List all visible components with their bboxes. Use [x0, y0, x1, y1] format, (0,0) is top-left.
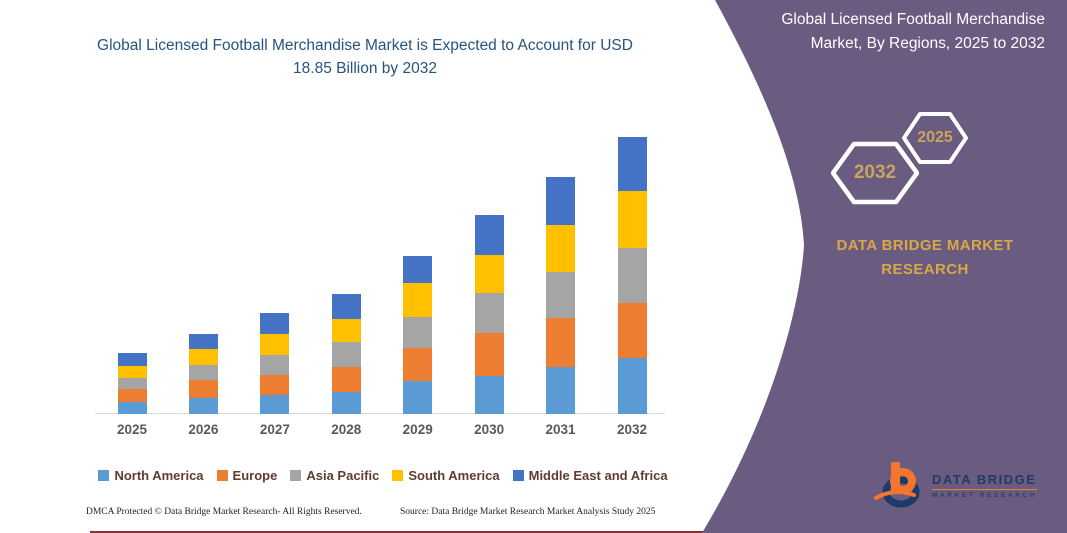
- bar-segment-south-america-2027: [260, 334, 290, 356]
- bar-segment-middle-east-and-africa-2031: [546, 176, 576, 225]
- x-axis-label-2028: 2028: [331, 422, 362, 437]
- bar-segment-south-america-2030: [474, 255, 504, 294]
- legend-item-europe: Europe: [216, 468, 278, 483]
- x-axis-label-2027: 2027: [259, 422, 290, 437]
- x-axis-label-2031: 2031: [545, 422, 576, 437]
- bar-segment-south-america-2025: [117, 365, 147, 379]
- logo-text-primary: DATA BRIDGE: [932, 472, 1038, 490]
- bar-segment-north-america-2027: [260, 395, 290, 414]
- bar-segment-asia-pacific-2025: [117, 378, 147, 390]
- bar-segment-asia-pacific-2031: [546, 271, 576, 319]
- legend-swatch: [392, 470, 404, 481]
- legend-swatch: [216, 470, 228, 481]
- bar-segment-north-america-2026: [188, 398, 218, 414]
- bar-segment-north-america-2032: [617, 358, 647, 414]
- bottom-divider: [90, 531, 708, 533]
- bar-segment-asia-pacific-2032: [617, 247, 647, 303]
- bar-segment-europe-2025: [117, 389, 147, 403]
- bar-segment-middle-east-and-africa-2026: [188, 334, 218, 350]
- logo-text-secondary: MARKET RESEARCH: [932, 491, 1038, 499]
- legend-item-south-america: South America: [392, 468, 500, 483]
- x-axis-label-2025: 2025: [116, 422, 148, 437]
- chart-legend: North America Europe Asia Pacific South Ame…: [85, 468, 681, 483]
- brand-name: DATA BRIDGE MARKET RESEARCH: [836, 237, 1014, 278]
- bar-segment-south-america-2026: [188, 349, 218, 366]
- bar-segment-middle-east-and-africa-2029: [403, 255, 433, 284]
- legend-item-asia-pacific: Asia Pacific: [290, 468, 379, 483]
- dbmr-logo-icon: [874, 462, 920, 508]
- stacked-bar-chart: 2025 2026 2027 2028 2029 2030 2031 2032: [95, 130, 665, 437]
- bar-segment-asia-pacific-2028: [331, 341, 361, 367]
- bar-segment-south-america-2028: [331, 319, 361, 342]
- bar-segment-middle-east-and-africa-2032: [617, 137, 647, 191]
- legend-swatch: [290, 470, 302, 481]
- bar-segment-middle-east-and-africa-2028: [331, 294, 361, 320]
- bar-segment-north-america-2031: [546, 366, 576, 414]
- dmca-notice: DMCA Protected © Data Bridge Market Rese…: [86, 507, 362, 517]
- x-axis-label-2026: 2026: [188, 422, 219, 437]
- bar-segment-south-america-2029: [403, 283, 433, 317]
- legend-item-middle-east-and-africa: Middle East and Africa: [512, 468, 668, 483]
- x-axis-label-2032: 2032: [616, 422, 648, 437]
- legend-swatch: [98, 470, 110, 481]
- bar-segment-asia-pacific-2026: [188, 365, 218, 381]
- hexagon-2032-label: 2032: [853, 162, 897, 183]
- legend-label: Asia Pacific: [306, 468, 380, 483]
- bar-segment-asia-pacific-2030: [474, 293, 504, 333]
- bar-segment-middle-east-and-africa-2027: [260, 313, 290, 335]
- legend-label: North America: [114, 468, 204, 483]
- bar-segment-asia-pacific-2027: [260, 355, 290, 376]
- bar-segment-north-america-2030: [474, 375, 504, 414]
- legend-label: Europe: [232, 468, 278, 483]
- legend-label: Middle East and Africa: [528, 468, 668, 483]
- x-axis-label-2029: 2029: [402, 422, 433, 437]
- hexagon-2032: 2032: [831, 139, 919, 207]
- bar-segment-europe-2028: [331, 366, 361, 392]
- bar-segment-europe-2026: [188, 380, 218, 399]
- bar-segment-south-america-2031: [546, 224, 576, 272]
- bar-segment-europe-2029: [403, 348, 433, 381]
- bar-segment-europe-2027: [260, 375, 290, 396]
- bar-segment-north-america-2025: [117, 402, 147, 414]
- chart-title: Global Licensed Football Merchandise Mar…: [97, 37, 633, 78]
- bar-segment-north-america-2028: [331, 391, 361, 414]
- bar-segment-south-america-2032: [617, 190, 647, 248]
- panel-title: Global Licensed Football Merchandise Mar…: [781, 11, 1045, 53]
- legend-label: South America: [408, 468, 500, 483]
- dbmr-logo: DATA BRIDGE MARKET RESEARCH: [874, 462, 1038, 508]
- bar-segment-middle-east-and-africa-2030: [474, 215, 504, 256]
- x-axis-line: [95, 413, 665, 414]
- source-note: Source: Data Bridge Market Research Mark…: [400, 507, 656, 517]
- legend-swatch: [512, 470, 524, 481]
- bar-segment-europe-2031: [546, 318, 576, 367]
- bar-segment-middle-east-and-africa-2025: [117, 353, 147, 366]
- x-axis-label-2030: 2030: [474, 422, 505, 437]
- bar-segment-asia-pacific-2029: [403, 316, 433, 349]
- bar-segment-north-america-2029: [403, 380, 433, 414]
- bar-segment-europe-2030: [474, 332, 504, 376]
- legend-item-north-america: North America: [98, 468, 204, 483]
- bar-segment-europe-2032: [617, 302, 647, 359]
